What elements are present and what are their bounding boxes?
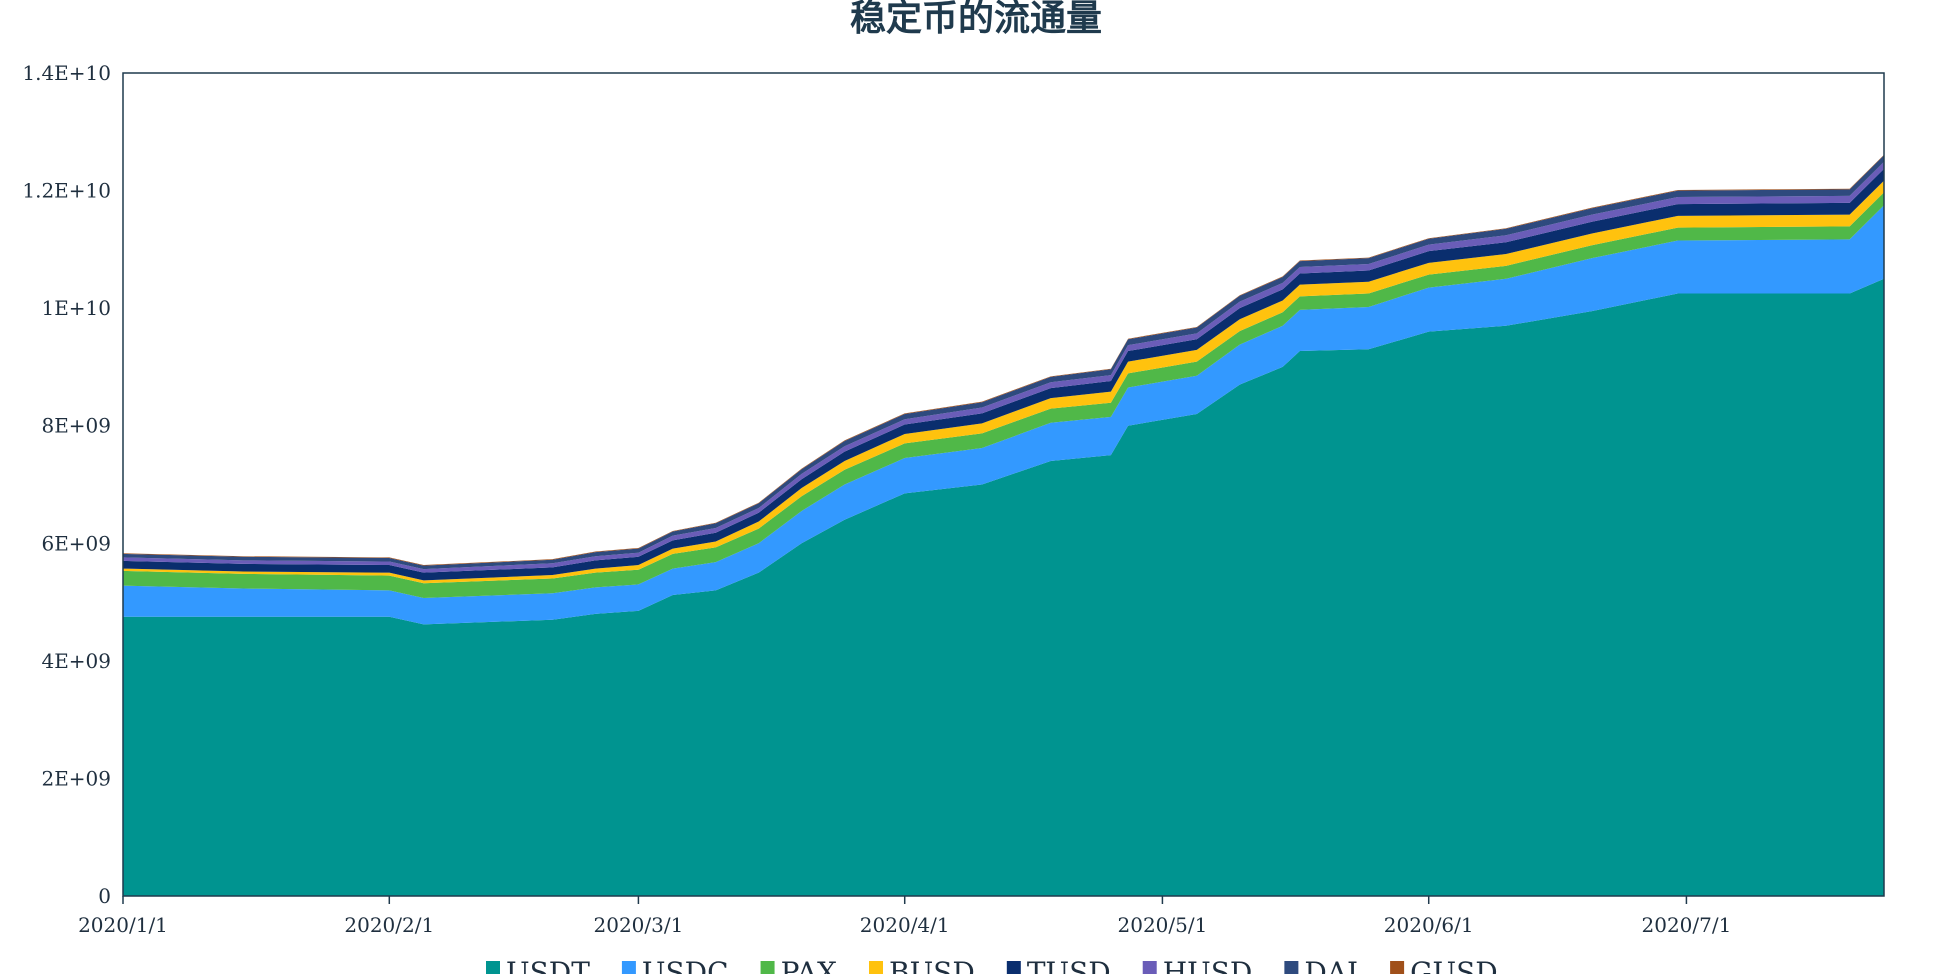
area-usdt (123, 278, 1884, 896)
area-usdc (123, 205, 1884, 625)
area-tusd (123, 168, 1884, 581)
y-tick-label: 1.4E+10 (22, 61, 111, 85)
legend-item-pax[interactable]: PAX (760, 956, 837, 974)
x-tick-label: 2020/6/1 (1384, 913, 1474, 937)
legend-label: USDT (506, 956, 590, 974)
legend-item-busd[interactable]: BUSD (869, 956, 975, 974)
legend-swatch (486, 961, 500, 974)
x-tick-label: 2020/7/1 (1642, 913, 1732, 937)
plot-frame (122, 72, 1885, 897)
legend-item-husd[interactable]: HUSD (1142, 956, 1253, 974)
y-tick-label: 4E+09 (41, 649, 111, 673)
legend-label: PAX (781, 956, 837, 974)
legend-label: HUSD (1163, 956, 1253, 974)
y-tick-label: 8E+09 (41, 414, 111, 438)
area-dai (123, 155, 1884, 570)
legend: USDT USDC PAX BUSD TUSD HUSD DAI GUSD (486, 956, 1498, 974)
x-axis: 2020/1/1 2020/2/1 2020/3/1 2020/4/1 2020/5/1… (78, 896, 1731, 937)
y-tick-label: 1E+10 (41, 296, 111, 320)
area-busd (123, 180, 1884, 584)
x-tick-label: 2020/3/1 (594, 913, 684, 937)
legend-swatch (621, 961, 636, 974)
legend-label: GUSD (1410, 956, 1498, 974)
y-axis: 0 2E+09 4E+09 6E+09 8E+09 1E+10 1.2E+10 1.4E+10 (22, 61, 111, 908)
y-tick-label: 6E+09 (41, 531, 111, 555)
legend-swatch (1284, 961, 1299, 974)
y-tick-label: 0 (98, 884, 111, 908)
legend-item-gusd[interactable]: GUSD (1390, 956, 1498, 974)
legend-label: TUSD (1027, 956, 1111, 974)
chart-title: 稳定币的流通量 (850, 0, 1102, 39)
legend-item-usdc[interactable]: USDC (621, 956, 729, 974)
x-tick-label: 2020/1/1 (78, 913, 168, 937)
legend-label: DAI (1304, 956, 1358, 974)
legend-label: USDC (642, 956, 729, 974)
area-husd (123, 161, 1884, 573)
legend-swatch (1390, 961, 1405, 974)
x-tick-label: 2020/5/1 (1118, 913, 1208, 937)
y-tick-label: 1.2E+10 (22, 179, 111, 203)
legend-item-usdt[interactable]: USDT (486, 956, 590, 974)
area-layers (123, 154, 1884, 896)
x-tick-label: 2020/2/1 (344, 913, 434, 937)
y-tick-label: 2E+09 (41, 766, 111, 790)
legend-item-dai[interactable]: DAI (1284, 956, 1358, 974)
legend-swatch (1142, 961, 1157, 974)
x-tick-label: 2020/4/1 (860, 913, 950, 937)
legend-label: BUSD (889, 956, 975, 974)
legend-swatch (869, 961, 883, 974)
legend-item-tusd[interactable]: TUSD (1006, 956, 1111, 974)
area-pax (123, 192, 1884, 598)
legend-swatch (1006, 961, 1021, 974)
legend-swatch (760, 961, 775, 974)
